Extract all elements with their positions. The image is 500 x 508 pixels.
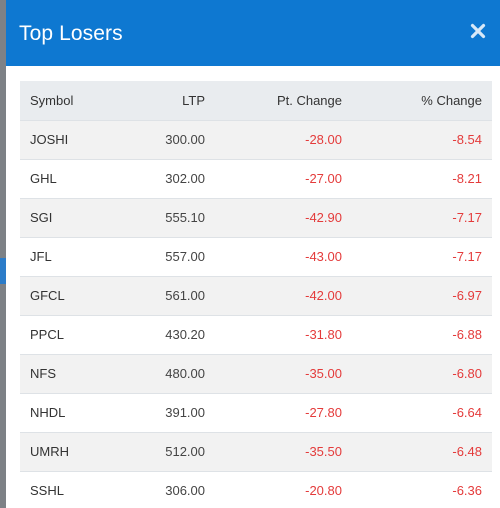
ltp-cell: 302.00 xyxy=(165,171,205,186)
pct-change-cell: -6.48 xyxy=(452,444,482,459)
table-row[interactable]: JFL 557.00 -43.00 -7.17 xyxy=(20,237,492,276)
ltp-cell: 557.00 xyxy=(165,249,205,264)
table-row[interactable]: NFS 480.00 -35.00 -6.80 xyxy=(20,354,492,393)
header-ltp[interactable]: LTP xyxy=(133,81,215,121)
pt-change-cell: -43.00 xyxy=(305,249,342,264)
losers-table: Symbol LTP Pt. Change % Change JOSHI 300.… xyxy=(20,81,492,508)
ltp-cell: 561.00 xyxy=(165,288,205,303)
close-icon xyxy=(470,23,486,39)
pt-change-cell: -42.00 xyxy=(305,288,342,303)
table-header-row: Symbol LTP Pt. Change % Change xyxy=(20,81,492,121)
backdrop-accent xyxy=(0,258,6,284)
pt-change-cell: -35.00 xyxy=(305,366,342,381)
symbol-cell: JFL xyxy=(30,249,52,264)
header-symbol[interactable]: Symbol xyxy=(20,81,133,121)
symbol-cell: SGI xyxy=(30,210,53,225)
table-row[interactable]: UMRH 512.00 -35.50 -6.48 xyxy=(20,432,492,471)
table-row[interactable]: NHDL 391.00 -27.80 -6.64 xyxy=(20,393,492,432)
top-losers-modal: Top Losers Symbol LTP Pt. Change % Chang… xyxy=(6,0,500,508)
pt-change-cell: -27.00 xyxy=(305,171,342,186)
symbol-cell: GHL xyxy=(30,171,57,186)
table-row[interactable]: SGI 555.10 -42.90 -7.17 xyxy=(20,198,492,237)
modal-header: Top Losers xyxy=(6,0,500,66)
pct-change-cell: -6.80 xyxy=(452,366,482,381)
pt-change-cell: -20.80 xyxy=(305,483,342,499)
ltp-cell: 480.00 xyxy=(165,366,205,381)
pt-change-cell: -28.00 xyxy=(305,132,342,147)
pct-change-cell: -6.64 xyxy=(452,405,482,420)
ltp-cell: 430.20 xyxy=(165,327,205,342)
pt-change-cell: -31.80 xyxy=(305,327,342,342)
close-button[interactable] xyxy=(470,22,486,40)
symbol-cell: GFCL xyxy=(30,288,65,303)
pt-change-cell: -35.50 xyxy=(305,444,342,459)
pt-change-cell: -27.80 xyxy=(305,405,342,420)
ltp-cell: 300.00 xyxy=(165,132,205,147)
table-row[interactable]: PPCL 430.20 -31.80 -6.88 xyxy=(20,315,492,354)
ltp-cell: 391.00 xyxy=(165,405,205,420)
pct-change-cell: -8.21 xyxy=(452,171,482,186)
pt-change-cell: -42.90 xyxy=(305,210,342,225)
table-body: JOSHI 300.00 -28.00 -8.54 GHL 302.00 -27.00 -8.… xyxy=(20,120,492,508)
pct-change-cell: -7.17 xyxy=(452,249,482,264)
ltp-cell: 555.10 xyxy=(165,210,205,225)
symbol-cell: NHDL xyxy=(30,405,66,420)
pct-change-cell: -6.88 xyxy=(452,327,482,342)
symbol-cell: UMRH xyxy=(30,444,69,459)
table-row[interactable]: GFCL 561.00 -42.00 -6.97 xyxy=(20,276,492,315)
symbol-cell: SSHL xyxy=(30,483,64,499)
page-backdrop xyxy=(0,0,6,508)
pct-change-cell: -7.17 xyxy=(452,210,482,225)
pct-change-cell: -8.54 xyxy=(452,132,482,147)
ltp-cell: 306.00 xyxy=(165,483,205,499)
pct-change-cell: -6.36 xyxy=(452,483,482,499)
symbol-cell: NFS xyxy=(30,366,56,381)
modal-title: Top Losers xyxy=(19,22,123,45)
symbol-cell: PPCL xyxy=(30,327,64,342)
table-row[interactable]: SSHL 306.00 -20.80 -6.36 xyxy=(20,471,492,508)
table-row[interactable]: GHL 302.00 -27.00 -8.21 xyxy=(20,159,492,198)
header-pct-change[interactable]: % Change xyxy=(352,81,492,121)
ltp-cell: 512.00 xyxy=(165,444,205,459)
table-row[interactable]: JOSHI 300.00 -28.00 -8.54 xyxy=(20,120,492,159)
header-pt-change[interactable]: Pt. Change xyxy=(215,81,352,121)
losers-table-container: Symbol LTP Pt. Change % Change JOSHI 300.… xyxy=(20,81,492,508)
table-header: Symbol LTP Pt. Change % Change xyxy=(20,81,492,121)
pct-change-cell: -6.97 xyxy=(452,288,482,303)
symbol-cell: JOSHI xyxy=(30,132,69,147)
